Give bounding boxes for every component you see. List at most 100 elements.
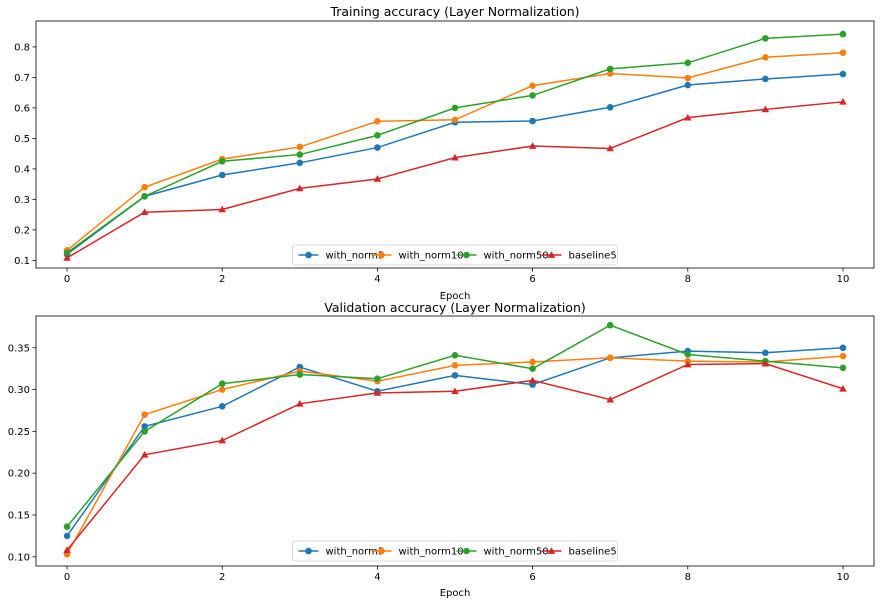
legend-label: with_norm10 [399, 547, 464, 558]
data-point [529, 117, 536, 125]
data-point [839, 30, 847, 38]
data-point [218, 386, 226, 393]
legend-entry: with_norm50 [456, 547, 549, 558]
data-point [529, 358, 536, 366]
data-point [529, 92, 536, 99]
plot-frame [35, 20, 875, 269]
data-point [528, 142, 537, 149]
data-point [451, 351, 459, 359]
data-point [63, 532, 71, 540]
plot-frame [35, 315, 875, 567]
data-point [296, 371, 304, 378]
legend: with_norm5 with_norm10 with_norm50 baseline… [292, 244, 618, 266]
chart-title: Validation accuracy (Layer Normalization… [324, 300, 586, 315]
chart-title: Training accuracy (Layer Normalization) [329, 4, 579, 19]
data-point [141, 423, 148, 430]
data-point [296, 399, 304, 407]
y-tick-label: 0.8 [14, 42, 30, 53]
series-line [66, 73, 844, 255]
x-tick-label: 4 [374, 274, 380, 285]
x-tick-label: 10 [837, 572, 850, 583]
series-with_norm5 [63, 70, 847, 258]
data-point [839, 364, 847, 372]
data-point [218, 205, 227, 213]
data-point [762, 75, 769, 83]
series-line [66, 355, 844, 555]
data-point [218, 436, 227, 444]
series-with_norm50 [63, 321, 847, 531]
legend-entry: with_norm5 [298, 547, 384, 558]
y-tick-label: 0.30 [8, 385, 30, 396]
y-tick-label: 0.1 [14, 256, 30, 267]
legend-box [292, 244, 618, 266]
data-point [683, 113, 692, 121]
legend-marker [305, 547, 312, 555]
data-point [839, 344, 847, 352]
data-point [218, 403, 226, 410]
y-tick-label: 0.4 [14, 164, 30, 175]
y-tick-label: 0.25 [8, 427, 30, 438]
data-point [684, 351, 692, 358]
chart-panel-2: Validation accuracy (Layer Normalization… [8, 300, 875, 599]
data-point [218, 171, 226, 179]
data-point [374, 132, 381, 139]
data-point [839, 70, 847, 78]
data-point [761, 105, 770, 113]
data-point [140, 451, 149, 458]
data-point [762, 35, 769, 42]
x-tick-label: 0 [64, 572, 70, 583]
legend-label: with_norm50 [484, 251, 549, 262]
chart-panel-1: Training accuracy (Layer Normalization) 0… [14, 4, 875, 302]
data-point [373, 175, 382, 182]
y-tick-label: 0.6 [14, 103, 30, 114]
y-tick-label: 0.35 [8, 343, 30, 354]
legend: with_norm5 with_norm10 with_norm50 baseline… [292, 540, 618, 562]
legend-marker [547, 547, 556, 554]
data-point [451, 116, 459, 124]
x-axis-label: Epoch [440, 588, 471, 599]
data-point [451, 387, 459, 395]
data-point [63, 546, 71, 553]
legend-entry: baseline5 [541, 251, 617, 262]
data-point [63, 254, 71, 261]
data-point [451, 362, 459, 369]
data-point [451, 104, 459, 112]
legend-marker [378, 547, 385, 555]
y-tick-label: 0.5 [14, 134, 30, 145]
data-point [451, 153, 459, 161]
y-tick-label: 0.2 [14, 225, 30, 236]
legend-entry: with_norm10 [371, 547, 464, 558]
y-tick-label: 0.20 [8, 469, 30, 480]
data-point [839, 384, 847, 392]
data-point [374, 144, 381, 151]
series-with_norm50 [63, 30, 847, 257]
x-tick-label: 6 [529, 572, 535, 583]
data-point [684, 81, 692, 89]
data-point [373, 389, 382, 396]
data-point [683, 360, 692, 368]
legend-label: with_norm10 [399, 251, 464, 262]
data-point [296, 184, 304, 192]
data-point [374, 375, 381, 383]
legend-entry: with_norm10 [371, 251, 464, 262]
x-tick-label: 6 [529, 274, 535, 285]
x-tick-label: 2 [219, 572, 225, 583]
data-point [761, 359, 770, 367]
legend-marker [463, 547, 470, 555]
data-point [141, 193, 148, 200]
data-point [684, 74, 692, 82]
y-tick-label: 0.15 [8, 510, 30, 521]
data-point [296, 151, 304, 158]
x-tick-label: 8 [685, 572, 691, 583]
data-point [141, 428, 148, 435]
data-point [606, 321, 614, 329]
data-point [296, 143, 304, 151]
series-baseline5 [63, 359, 847, 553]
series-baseline5 [63, 98, 847, 261]
legend-label: baseline5 [569, 547, 617, 558]
data-point [606, 144, 614, 152]
x-axis-label: Epoch [440, 291, 471, 302]
data-point [140, 208, 149, 216]
data-point [606, 103, 614, 111]
legend-entry: with_norm5 [298, 251, 384, 262]
